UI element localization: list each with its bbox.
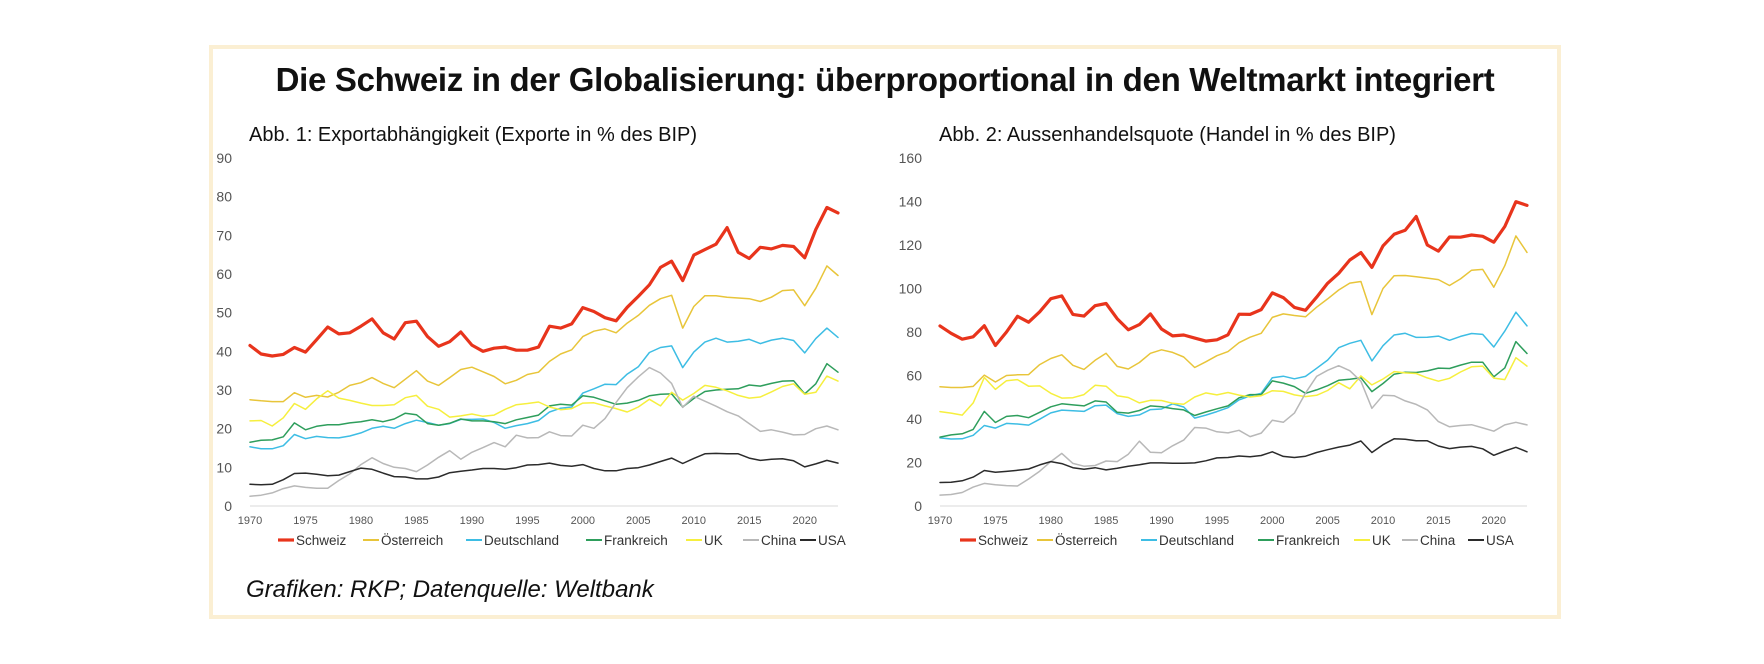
legend-label: Deutschland (484, 533, 559, 548)
y-tick-label: 20 (906, 455, 922, 471)
legend-label: China (761, 533, 797, 548)
legend-label: Österreich (1055, 533, 1117, 548)
series-line-frankreich (249, 362, 839, 443)
legend-label: China (1420, 533, 1456, 548)
x-tick-label: 1995 (515, 515, 539, 527)
x-tick-label: 2010 (682, 515, 706, 527)
legend-label: USA (1486, 533, 1514, 548)
y-tick-label: 90 (216, 150, 232, 166)
series-line-deutschland (249, 327, 839, 450)
y-tick-label: 60 (906, 368, 922, 384)
y-tick-label: 120 (899, 237, 923, 253)
y-tick-label: 0 (914, 498, 922, 514)
series-line-deutschland (939, 311, 1528, 440)
x-tick-label: 1970 (238, 515, 262, 527)
x-tick-label: 1985 (1094, 515, 1118, 527)
y-tick-label: 40 (906, 411, 922, 427)
y-tick-label: 100 (899, 281, 923, 297)
y-tick-label: 40 (216, 343, 232, 359)
series-line-uk (939, 356, 1528, 416)
series-line-schweiz (248, 205, 840, 358)
x-tick-label: 1980 (1039, 515, 1063, 527)
chart-2-plot: Abb. 2: Aussenhandelsquote (Handel in % … (899, 124, 1529, 548)
y-tick-label: 80 (216, 189, 232, 205)
legend-label: USA (818, 533, 846, 548)
legend-label: Deutschland (1159, 533, 1234, 548)
series-line-usa (249, 452, 839, 486)
x-tick-label: 2005 (626, 515, 650, 527)
x-tick-label: 2020 (792, 515, 816, 527)
x-tick-label: 2015 (1426, 515, 1450, 527)
x-tick-label: 2010 (1371, 515, 1395, 527)
page-title: Die Schweiz in der Globalisierung: überp… (275, 61, 1495, 98)
y-tick-label: 0 (224, 498, 232, 514)
source-footer: Grafiken: RKP; Datenquelle: Weltbank (246, 576, 654, 603)
y-tick-label: 50 (216, 305, 232, 321)
series-line-uk (249, 375, 839, 427)
series-line-österreich (249, 265, 839, 403)
y-tick-label: 30 (216, 382, 232, 398)
x-tick-label: 2000 (1260, 515, 1284, 527)
series-line-china (249, 366, 839, 498)
chart-1-plot: Abb. 1: Exportabhängigkeit (Exporte in %… (216, 124, 845, 548)
x-tick-label: 2020 (1482, 515, 1506, 527)
y-tick-label: 20 (216, 421, 232, 437)
x-tick-label: 1985 (404, 515, 428, 527)
infographic-frame: Die Schweiz in der Globalisierung: überp… (209, 45, 1561, 619)
legend-label: Schweiz (978, 533, 1029, 548)
series-line-usa (939, 438, 1528, 484)
y-tick-label: 160 (899, 150, 923, 166)
legend-label: Frankreich (1276, 533, 1340, 548)
x-tick-label: 2005 (1315, 515, 1339, 527)
y-tick-label: 10 (216, 459, 232, 475)
x-tick-label: 1975 (293, 515, 317, 527)
legend-label: Schweiz (296, 533, 347, 548)
y-tick-label: 60 (216, 266, 232, 282)
legend-label: UK (1372, 533, 1391, 548)
x-tick-label: 1990 (1149, 515, 1173, 527)
x-tick-label: 1995 (1205, 515, 1229, 527)
y-tick-label: 70 (216, 227, 232, 243)
x-tick-label: 1990 (460, 515, 484, 527)
series-line-china (939, 364, 1528, 496)
legend-label: UK (704, 533, 723, 548)
y-tick-label: 80 (906, 324, 922, 340)
x-tick-label: 1980 (349, 515, 373, 527)
chart-1-title: Abb. 1: Exportabhängigkeit (Exporte in %… (249, 124, 697, 146)
x-tick-label: 1970 (928, 515, 952, 527)
series-line-österreich (939, 235, 1528, 389)
series-line-schweiz (938, 200, 1529, 348)
x-tick-label: 1975 (983, 515, 1007, 527)
x-tick-label: 2015 (737, 515, 761, 527)
x-tick-label: 2000 (571, 515, 595, 527)
legend-label: Österreich (381, 533, 443, 548)
legend-label: Frankreich (604, 533, 668, 548)
series-line-frankreich (939, 340, 1528, 438)
chart-2-title: Abb. 2: Aussenhandelsquote (Handel in % … (939, 124, 1396, 146)
y-tick-label: 140 (899, 194, 923, 210)
